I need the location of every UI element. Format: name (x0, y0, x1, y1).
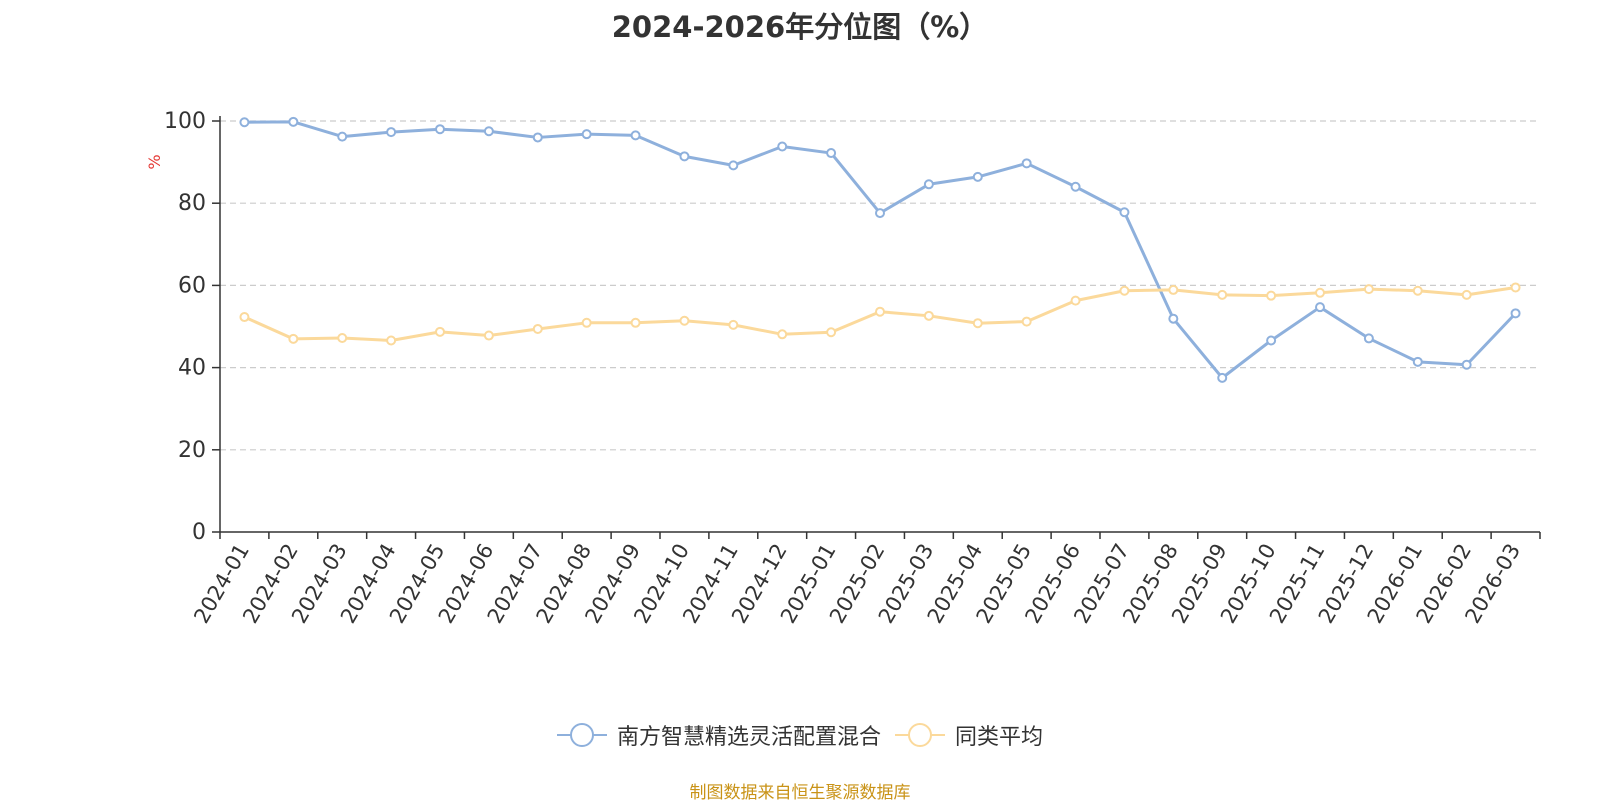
gridlines (220, 120, 1540, 451)
data-point-series-2[interactable] (1168, 284, 1179, 295)
y-axis-label: % (145, 154, 164, 169)
data-point-series-2[interactable] (1021, 316, 1032, 327)
data-point-series-2[interactable] (288, 333, 299, 344)
legend-line-circle-icon (556, 723, 607, 747)
data-point-series-2[interactable] (1070, 295, 1081, 306)
data-point-series-1[interactable] (1510, 308, 1521, 319)
series-lines (239, 116, 1521, 383)
y-tick-label: 60 (178, 273, 206, 298)
data-point-series-1[interactable] (483, 126, 494, 137)
data-point-series-2[interactable] (1461, 289, 1472, 300)
data-point-series-1[interactable] (1168, 313, 1179, 324)
data-point-series-1[interactable] (728, 160, 739, 171)
data-point-series-2[interactable] (923, 310, 934, 321)
legend-item-series-2[interactable]: 同类平均 (895, 719, 1043, 751)
legend-item-series-1[interactable]: 南方智慧精选灵活配置混合 (556, 719, 881, 751)
data-point-series-2[interactable] (728, 319, 739, 330)
data-point-series-1[interactable] (1217, 372, 1228, 383)
data-point-series-2[interactable] (435, 326, 445, 337)
data-point-series-1[interactable] (288, 116, 299, 127)
data-point-series-2[interactable] (532, 323, 543, 334)
data-point-series-2[interactable] (630, 317, 641, 328)
y-tick-label: 20 (178, 438, 206, 463)
y-tick-label: 0 (192, 520, 206, 545)
y-tick-label: 100 (164, 109, 206, 134)
data-point-series-2[interactable] (386, 335, 397, 346)
data-point-series-1[interactable] (337, 131, 348, 142)
data-point-series-1[interactable] (1266, 335, 1277, 346)
data-point-series-1[interactable] (1412, 356, 1423, 367)
data-point-series-2[interactable] (679, 315, 690, 326)
data-point-series-1[interactable] (972, 171, 983, 182)
data-point-series-2[interactable] (1315, 287, 1325, 298)
data-point-series-1[interactable] (679, 151, 690, 162)
data-point-series-2[interactable] (1119, 285, 1130, 296)
data-point-series-1[interactable] (777, 141, 788, 152)
data-point-series-1[interactable] (875, 208, 885, 219)
data-point-series-2[interactable] (581, 317, 592, 328)
data-source-note: 制图数据来自恒生聚源数据库 (689, 783, 911, 803)
data-point-series-2[interactable] (1363, 284, 1374, 295)
data-point-series-2[interactable] (483, 330, 494, 341)
data-point-series-1[interactable] (581, 129, 592, 140)
data-point-series-1[interactable] (386, 127, 397, 138)
legend-label-series-1: 南方智慧精选灵活配置混合 (616, 725, 881, 750)
data-point-series-2[interactable] (875, 306, 885, 317)
data-point-series-1[interactable] (923, 179, 934, 190)
data-point-series-1[interactable] (435, 124, 445, 135)
legend-line-circle-icon (895, 723, 945, 747)
data-point-series-1[interactable] (239, 117, 250, 128)
data-point-series-2[interactable] (972, 318, 983, 329)
data-point-series-2[interactable] (1412, 285, 1423, 296)
data-point-series-1[interactable] (1363, 333, 1374, 344)
legend: 南方智慧精选灵活配置混合 同类平均 (0, 719, 1600, 751)
data-point-series-1[interactable] (1461, 359, 1472, 370)
data-point-series-1[interactable] (1315, 302, 1325, 313)
data-point-series-1[interactable] (1119, 207, 1130, 218)
data-point-series-1[interactable] (826, 148, 837, 159)
axes: 0204060801002024-012024-022024-032024-04… (164, 109, 1541, 627)
data-point-series-2[interactable] (337, 333, 348, 344)
data-point-series-1[interactable] (532, 132, 543, 143)
data-point-series-2[interactable] (777, 329, 788, 340)
data-point-series-2[interactable] (1217, 289, 1228, 300)
data-point-series-2[interactable] (826, 327, 837, 338)
data-point-series-1[interactable] (1070, 181, 1081, 192)
data-point-series-1[interactable] (630, 130, 641, 141)
legend-label-series-2: 同类平均 (955, 725, 1044, 750)
chart-title: 2024-2026年分位图（%） (611, 10, 989, 44)
y-tick-label: 80 (178, 191, 206, 216)
series-line-1 (244, 120, 1517, 380)
data-point-series-1[interactable] (1021, 158, 1032, 169)
data-point-series-2[interactable] (239, 312, 250, 323)
data-point-series-2[interactable] (1510, 282, 1521, 293)
data-point-series-2[interactable] (1266, 290, 1277, 301)
y-tick-label: 40 (178, 356, 206, 381)
